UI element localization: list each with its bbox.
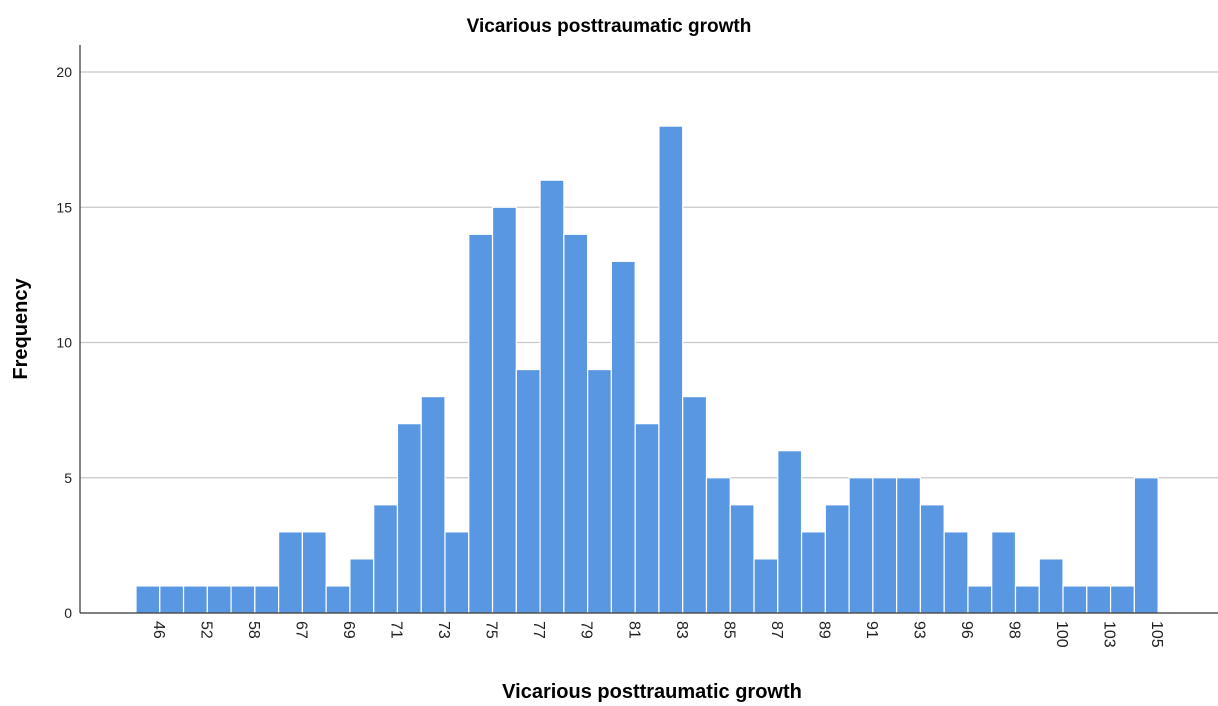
y-tick-label: 15: [56, 199, 72, 215]
histogram-bar: [587, 368, 613, 614]
x-tick-label: 69: [340, 621, 357, 639]
x-tick-label: 46: [150, 621, 167, 639]
y-tick-label: 5: [64, 470, 72, 486]
histogram-bar: [896, 477, 922, 614]
histogram-bar: [800, 531, 826, 614]
x-tick-label: 58: [245, 621, 262, 639]
histogram-bar: [705, 477, 731, 614]
x-tick-label: 89: [815, 621, 832, 639]
chart-title: Vicarious posttraumatic growth: [467, 16, 752, 37]
histogram-bar: [159, 585, 185, 614]
histogram-bar: [634, 423, 660, 614]
histogram-bar: [444, 531, 470, 614]
histogram-bar: [135, 585, 161, 614]
histogram-bar: [848, 477, 874, 614]
x-tick-label: 73: [435, 621, 452, 639]
histogram-bar: [610, 260, 636, 614]
histogram-bar: [729, 504, 755, 614]
histogram-bar: [658, 125, 684, 614]
x-tick-label: 77: [530, 621, 547, 639]
x-tick-labels: 46 52 58 67 69 71 73 75 77 79 81 83 85 87 89 91 93 96 98 10…: [150, 621, 1165, 648]
histogram-bar: [182, 585, 208, 614]
histogram-bar: [420, 396, 446, 614]
y-axis-label: Frequency: [10, 278, 32, 380]
x-tick-label: 67: [293, 621, 310, 639]
histogram-bar: [563, 233, 589, 614]
histogram-bar: [753, 558, 779, 614]
y-tick-label: 10: [56, 335, 72, 351]
histogram-bar: [325, 585, 351, 614]
histogram-bar: [872, 477, 898, 614]
histogram-bar: [824, 504, 850, 614]
gridlines: [80, 71, 1218, 479]
x-tick-label: 96: [958, 621, 975, 639]
histogram-bar: [230, 585, 256, 614]
histogram-bar: [1086, 585, 1112, 614]
x-tick-label: 85: [720, 621, 737, 639]
axes: [79, 45, 1218, 614]
y-tick-label: 0: [64, 605, 72, 621]
histogram-bar: [373, 504, 399, 614]
x-tick-label: 98: [1006, 621, 1023, 639]
x-tick-label: 71: [388, 621, 405, 639]
histogram-bar: [491, 206, 517, 614]
x-tick-label: 81: [625, 621, 642, 639]
histogram-bar: [919, 504, 945, 614]
bars: [135, 125, 1159, 614]
histogram-bar: [1062, 585, 1088, 614]
x-tick-label: 91: [863, 621, 880, 639]
histogram-bar: [301, 531, 327, 614]
histogram-bar: [254, 585, 280, 614]
histogram-bar: [278, 531, 303, 614]
x-tick-label: 93: [911, 621, 928, 639]
histogram-bar: [206, 585, 232, 614]
x-tick-label: 52: [197, 621, 214, 639]
x-tick-label: 105: [1148, 621, 1165, 648]
histogram-bar: [991, 531, 1017, 614]
histogram-bar: [396, 423, 422, 614]
histogram-bar: [967, 585, 993, 614]
x-tick-label: 75: [483, 621, 500, 639]
histogram-bar: [943, 531, 969, 614]
x-tick-label: 87: [768, 621, 785, 639]
histogram-bar: [539, 179, 565, 614]
histogram-bar: [1109, 585, 1135, 614]
x-tick-label: 100: [1053, 621, 1070, 648]
y-tick-labels: 0 5 10 15 20: [56, 64, 72, 621]
x-tick-label: 103: [1101, 621, 1118, 648]
histogram-bar: [1014, 585, 1040, 614]
histogram-bar: [682, 396, 708, 614]
y-tick-label: 20: [56, 64, 72, 80]
histogram-bar: [349, 558, 375, 614]
x-tick-label: 83: [673, 621, 690, 639]
histogram-bar: [1038, 558, 1064, 614]
x-axis-label: Vicarious posttraumatic growth: [502, 681, 802, 703]
histogram-bar: [1133, 477, 1159, 614]
histogram-bar: [468, 233, 494, 614]
histogram-bar: [515, 368, 541, 614]
histogram-bar: [777, 450, 803, 614]
x-tick-label: 79: [578, 621, 595, 639]
